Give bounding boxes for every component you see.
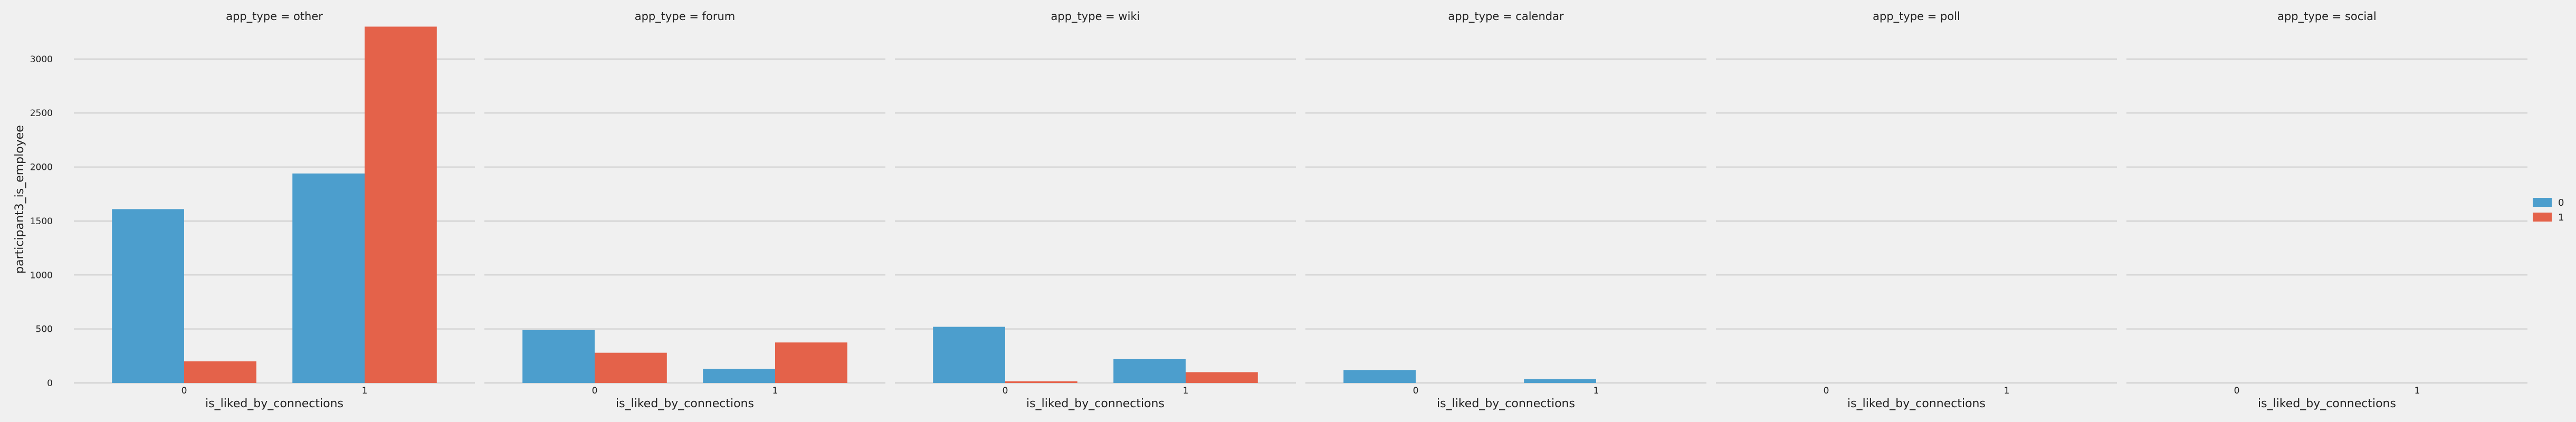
bar-series-0-cat-1 — [703, 369, 775, 383]
x-axis-label: is_liked_by_connections — [1847, 397, 1986, 410]
facet-panel: app_type = other 0 500 1000 1500 2000 2500 3000… — [13, 10, 475, 410]
facet-title: app_type = wiki — [1051, 10, 1140, 23]
y-tick-label: 0 — [47, 378, 53, 389]
bar-series-1-cat-1 — [365, 26, 437, 383]
facet-title: app_type = poll — [1873, 10, 1960, 23]
facet-panel: app_type = social 0 1 is_liked_by_connectio… — [2126, 10, 2527, 410]
x-tick-label: 1 — [1183, 386, 1189, 396]
legend: 01 — [2533, 197, 2564, 223]
y-axis-label: participant3_is_employee — [13, 125, 26, 274]
facet-panels: app_type = other050010001500200025003000… — [13, 10, 2527, 410]
x-axis-label: is_liked_by_connections — [205, 397, 344, 410]
x-axis-label: is_liked_by_connections — [2258, 397, 2396, 410]
bar-series-0-cat-1 — [292, 173, 365, 383]
bar-series-0-cat-0 — [112, 209, 184, 383]
facet-panel: app_type = poll 0 1 is_liked_by_connections — [1716, 10, 2117, 410]
x-tick-label: 0 — [1003, 386, 1008, 396]
facet-title: app_type = calendar — [1448, 10, 1564, 23]
legend-label: 0 — [2558, 197, 2564, 208]
legend-swatch — [2533, 213, 2552, 222]
facet-title: app_type = social — [2277, 10, 2377, 23]
bar-series-1-cat-0 — [595, 352, 667, 383]
facet-panel: app_type = calendar 0 1 is_liked_by_connect… — [1305, 10, 1706, 410]
bar-series-0-cat-1 — [1113, 359, 1186, 383]
y-tick-label: 500 — [36, 324, 53, 335]
legend-label: 1 — [2558, 212, 2564, 223]
y-tick-label: 1000 — [30, 270, 53, 281]
x-tick-label: 0 — [1413, 386, 1419, 396]
x-tick-label: 0 — [1824, 386, 1829, 396]
bar-series-0-cat-1 — [1524, 379, 1596, 383]
x-axis-label: is_liked_by_connections — [1026, 397, 1165, 410]
legend-swatch — [2533, 198, 2552, 207]
bar-series-0-cat-0 — [522, 330, 595, 383]
x-tick-label: 1 — [772, 386, 778, 396]
bar-series-1-cat-1 — [775, 342, 847, 383]
x-tick-label: 1 — [362, 386, 368, 396]
x-axis-label: is_liked_by_connections — [616, 397, 754, 410]
y-tick-label: 1500 — [30, 216, 53, 227]
bar-series-1-cat-0 — [1005, 381, 1077, 383]
x-tick-label: 0 — [2234, 386, 2240, 396]
facet-title: app_type = other — [226, 10, 323, 23]
bar-series-1-cat-0 — [184, 361, 256, 383]
bar-series-1-cat-1 — [1186, 372, 1258, 383]
x-tick-label: 0 — [592, 386, 598, 396]
x-axis-label: is_liked_by_connections — [1437, 397, 1575, 410]
facet-title: app_type = forum — [635, 10, 736, 23]
y-tick-label: 2500 — [30, 108, 53, 119]
bar-series-0-cat-0 — [1343, 370, 1416, 383]
y-tick-label: 3000 — [30, 54, 53, 65]
facet-panel: app_type = wiki 0 1 is_liked_by_connections — [895, 10, 1296, 410]
x-tick-label: 1 — [2415, 386, 2420, 396]
x-tick-label: 1 — [2004, 386, 2010, 396]
bar-series-0-cat-0 — [933, 327, 1005, 383]
x-tick-label: 1 — [1594, 386, 1599, 396]
x-tick-label: 0 — [182, 386, 187, 396]
facet-panel: app_type = forum 0 1 is_liked_by_connection… — [484, 10, 885, 410]
y-tick-label: 2000 — [30, 162, 53, 173]
